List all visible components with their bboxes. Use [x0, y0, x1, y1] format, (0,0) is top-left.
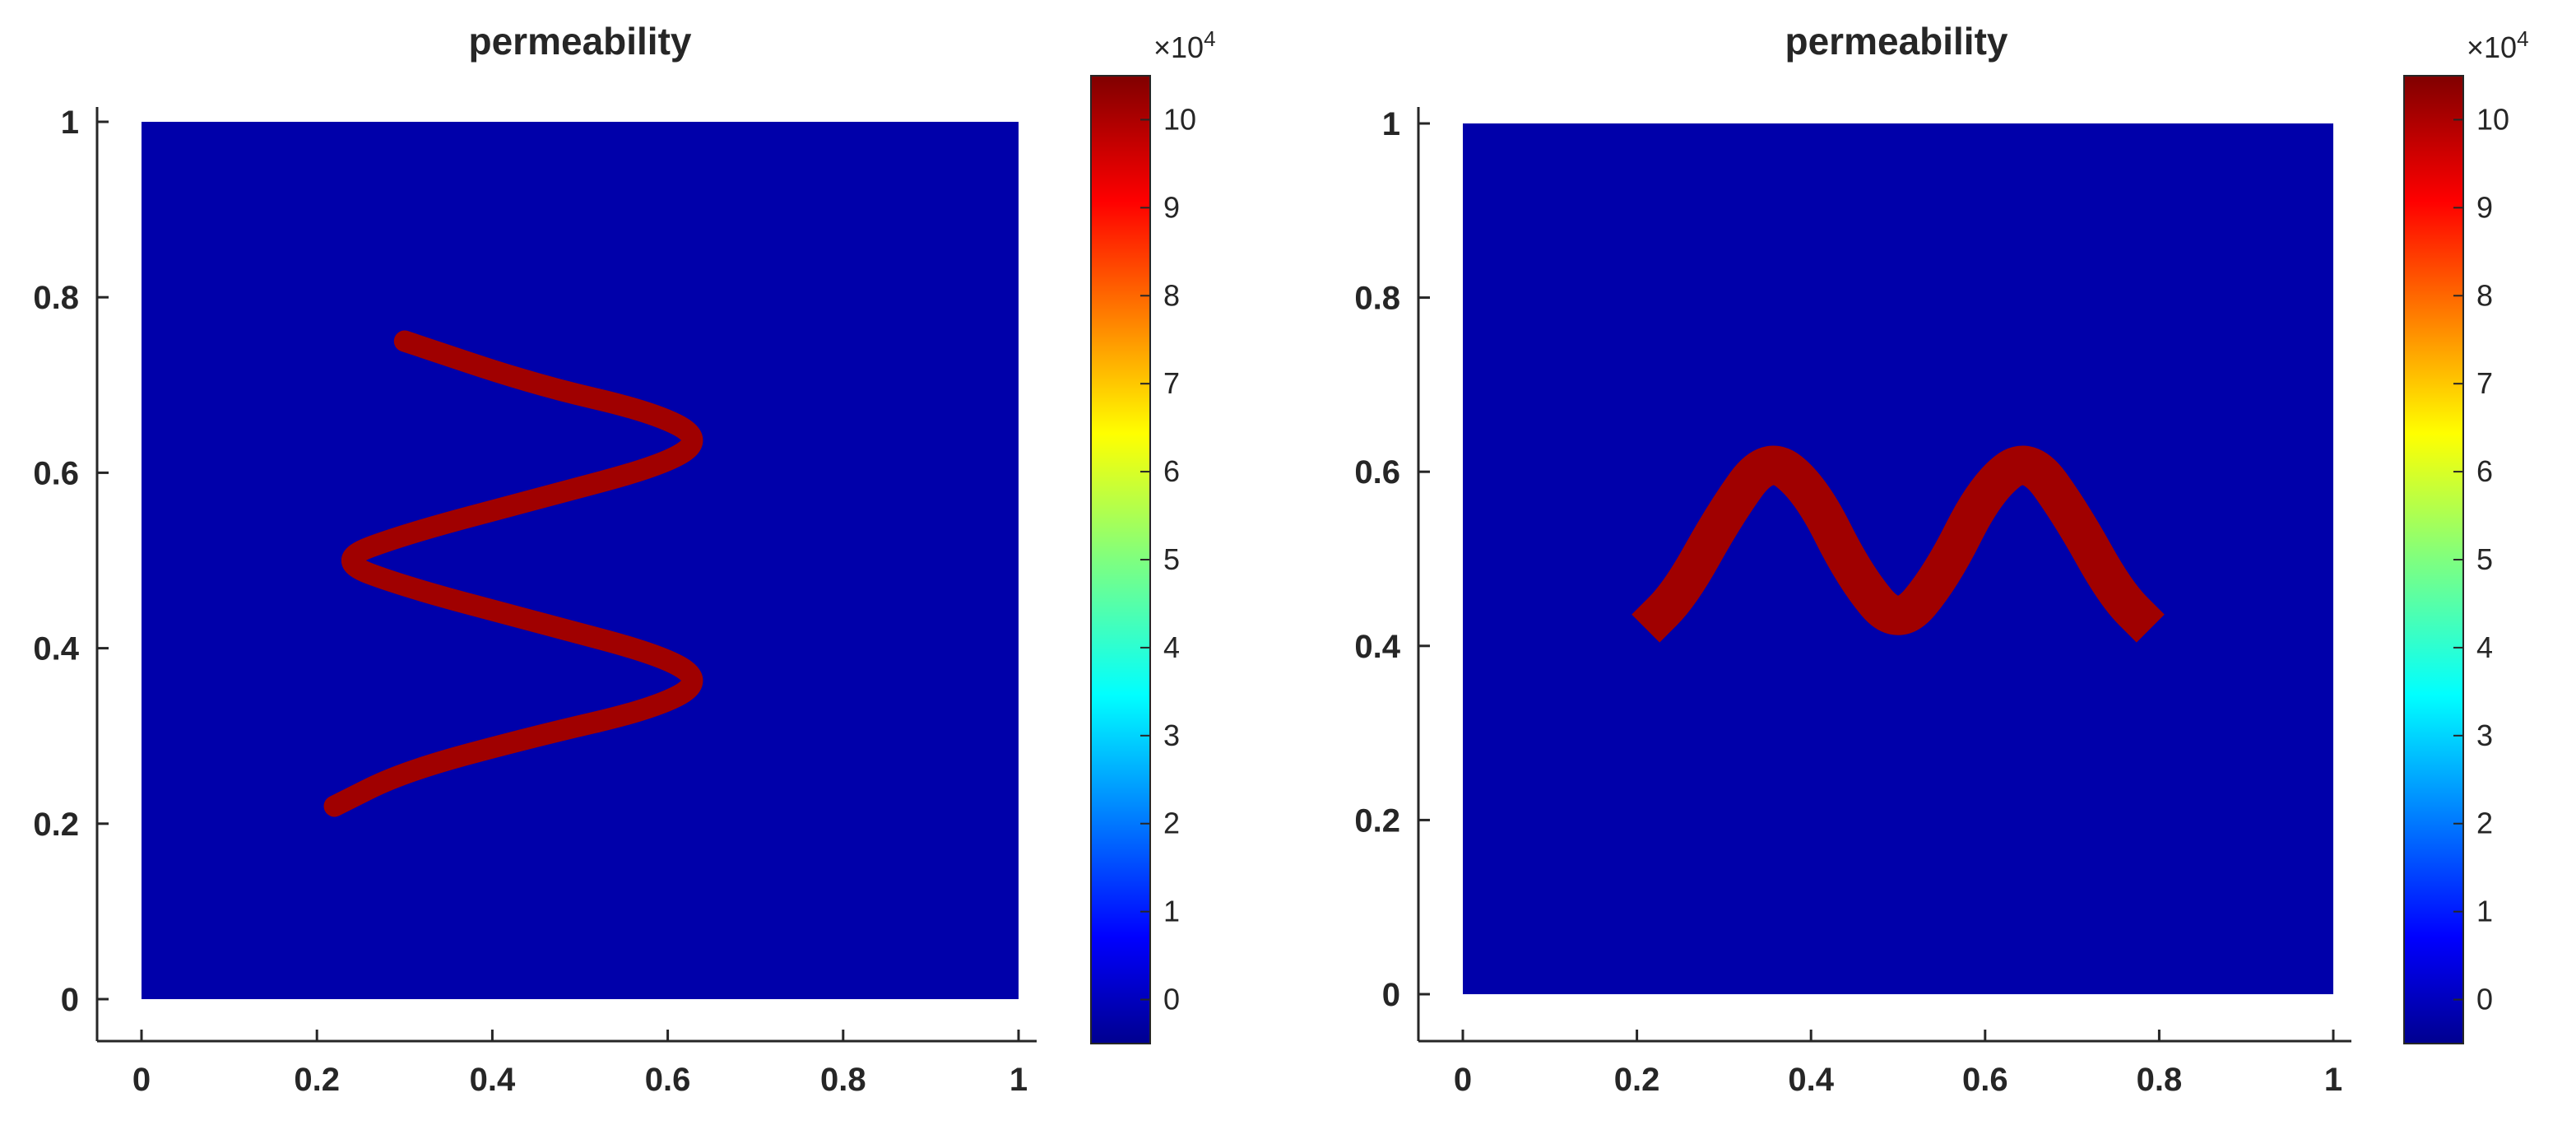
x-tick-label: 0 [1454, 1062, 1472, 1098]
colorbar-tick-label: 9 [2476, 190, 2493, 224]
x-tick-label: 0.8 [820, 1062, 866, 1098]
permeability-channel [1631, 445, 2165, 643]
y-tick-label: 1 [61, 105, 79, 141]
y-tick-label: 0.4 [33, 631, 79, 667]
colorbar-tick-label: 8 [1163, 278, 1180, 312]
y-tick-label: 0.8 [33, 280, 79, 316]
colorbar-tick-label: 3 [2476, 718, 2493, 752]
y-tick-label: 0.6 [1354, 454, 1400, 491]
colorbar-exponent-base: ×10 [2467, 30, 2517, 64]
svg-text:×104: ×104 [2467, 26, 2529, 64]
colorbar-tick-label: 4 [1163, 630, 1180, 664]
colorbar-tick-label: 6 [1163, 454, 1180, 488]
y-tick-label: 0 [1382, 977, 1400, 1013]
colorbar-exponent-power: 4 [1204, 26, 1215, 51]
x-tick-label: 0.8 [2137, 1062, 2183, 1098]
chart-title: permeability [1785, 20, 2008, 63]
y-tick-label: 0.2 [1354, 802, 1400, 839]
field-background [1463, 123, 2333, 994]
panel-1: permeability 0 0.2 0.4 0.6 0.8 100.20.40.60.8… [33, 20, 1215, 1098]
colorbar-tick-label: 2 [2476, 807, 2493, 840]
x-tick-label: 0.2 [1614, 1062, 1660, 1098]
axes [95, 107, 1037, 1043]
x-tick-label: 0.6 [645, 1062, 691, 1098]
colorbar-tick-label: 0 [2476, 983, 2493, 1016]
field-background [142, 122, 1019, 999]
colorbar-tick-label: 9 [1163, 190, 1180, 224]
colorbar-tick-label: 1 [1163, 895, 1180, 928]
colorbar-exponent-power: 4 [2517, 26, 2528, 51]
y-tick-label: 0 [61, 982, 79, 1018]
colorbar-tick-label: 4 [2476, 630, 2493, 664]
colorbar-tick-label: 5 [2476, 542, 2493, 576]
chart-title: permeability [469, 20, 692, 63]
panel-2: permeability 0 0.2 0.4 0.6 0.8 100.20.40.60.8… [1354, 20, 2528, 1098]
y-tick-label: 0.2 [33, 807, 79, 843]
x-tick-label: 0.2 [294, 1062, 340, 1098]
colorbar-tick-label: 3 [1163, 718, 1180, 752]
permeability-channel [323, 330, 703, 817]
colorbar-tick-label: 10 [1163, 102, 1196, 136]
colorbar-exponent-base: ×10 [1153, 30, 1204, 64]
axes [1417, 107, 2351, 1043]
y-tick-label: 0.8 [1354, 281, 1400, 317]
colorbar-tick-label: 5 [1163, 542, 1180, 576]
svg-text:×104: ×104 [1153, 26, 1216, 64]
y-tick-label: 0.4 [1354, 629, 1400, 665]
colorbar-tick-label: 6 [2476, 454, 2493, 488]
colorbar-tick-label: 1 [2476, 895, 2493, 928]
colorbar-tick-label: 8 [2476, 278, 2493, 312]
colorbar-tick-label: 10 [2476, 102, 2509, 136]
colorbar-tick-label: 2 [1163, 807, 1180, 840]
x-tick-label: 0 [132, 1062, 151, 1098]
colorbar-tick-label: 0 [1163, 983, 1180, 1016]
x-tick-label: 0.6 [1962, 1062, 2008, 1098]
y-tick-label: 1 [1382, 106, 1400, 142]
x-tick-label: 1 [2324, 1062, 2342, 1098]
x-tick-label: 0.4 [470, 1062, 516, 1098]
x-tick-label: 1 [1010, 1062, 1028, 1098]
colorbar-tick-label: 7 [2476, 366, 2493, 400]
y-tick-label: 0.6 [33, 455, 79, 491]
colorbar-tick-label: 7 [1163, 366, 1180, 400]
x-tick-label: 0.4 [1788, 1062, 1834, 1098]
